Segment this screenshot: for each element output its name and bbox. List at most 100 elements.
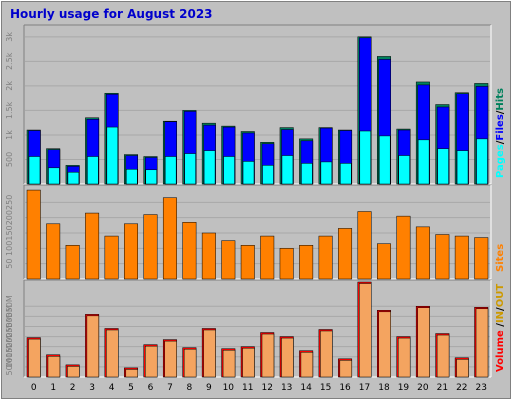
x-tick-label: 9 — [206, 383, 212, 393]
legend-sites: Sites — [495, 244, 506, 272]
bar-pages — [87, 156, 99, 185]
x-tick-label: 7 — [167, 383, 173, 393]
bar-volume-inner — [164, 340, 177, 378]
bar-sites — [435, 234, 450, 280]
x-tick-label: 23 — [476, 383, 487, 393]
legend-sites-group: Sites — [495, 244, 506, 272]
bar-volume-inner — [378, 311, 391, 378]
x-tick-label: 22 — [456, 383, 467, 393]
bar-pages — [379, 135, 391, 185]
bar-pages — [223, 156, 235, 185]
x-tick-label: 0 — [31, 383, 37, 393]
bar-pages — [145, 169, 157, 185]
bar-sites — [318, 235, 333, 280]
bar-sites — [454, 235, 469, 280]
bar-sites — [279, 248, 294, 280]
x-tick-label: 5 — [128, 383, 134, 393]
bar-pages — [301, 163, 313, 185]
bar-volume-inner — [28, 338, 41, 378]
bar-sites — [104, 235, 119, 280]
y-tick-label: 100 — [5, 241, 14, 256]
panel-hits-files-pages: 500 1k 1.5k 2k 2.5k 3k — [5, 24, 492, 185]
y-tick-label: 1k — [5, 130, 14, 140]
x-tick-label: 6 — [148, 383, 154, 393]
y-tick-label: 2.5k — [5, 52, 14, 70]
bar-sites — [357, 211, 372, 280]
bar-volume-inner — [203, 329, 216, 378]
bar-sites — [85, 212, 100, 280]
y-tick-label: 300M — [5, 305, 14, 327]
bar-pages — [320, 161, 333, 185]
bar-sites — [338, 228, 353, 280]
x-tick-label: 20 — [417, 383, 429, 393]
y-tick-label: 250 — [5, 195, 14, 210]
x-tick-label: 15 — [320, 383, 331, 393]
bar-volume-inner — [281, 337, 294, 378]
panel-background — [24, 280, 491, 377]
x-tick-label: 12 — [262, 383, 273, 393]
x-tick-label: 11 — [242, 383, 253, 393]
x-tick-label: 8 — [187, 383, 193, 393]
y-tick-label: 500 — [5, 152, 14, 167]
bar-volume-inner — [417, 307, 430, 378]
y-tick-label: 250M — [5, 315, 14, 337]
legend-volume: Volume — [495, 330, 506, 372]
legend-out: OUT — [495, 284, 506, 308]
legend-in: IN — [495, 311, 506, 323]
bar-sites — [240, 245, 255, 280]
bar-sites — [260, 235, 275, 280]
bar-pages — [437, 148, 449, 185]
x-tick-label: 13 — [281, 383, 292, 393]
y-tick-label: 1.5k — [5, 101, 14, 119]
x-tick-label: 18 — [378, 383, 390, 393]
bar-sites — [221, 240, 236, 280]
y-tick-label: 150M — [5, 335, 14, 357]
bar-pages — [242, 161, 255, 185]
bar-sites — [299, 245, 314, 280]
bar-pages — [281, 155, 294, 185]
bar-sites — [26, 189, 41, 280]
bar-volume-inner — [320, 330, 333, 378]
bar-sites — [124, 223, 138, 280]
legend-separator: / — [495, 140, 506, 144]
bar-volume-inner — [261, 333, 275, 378]
x-tick-label: 17 — [359, 383, 370, 393]
bar-pages — [48, 167, 60, 185]
x-tick-label: 1 — [50, 383, 56, 393]
x-tick-label: 14 — [300, 383, 312, 393]
bar-pages — [164, 156, 177, 185]
bar-volume-inner — [359, 283, 372, 378]
bar-volume-inner — [125, 369, 138, 378]
bar-pages — [359, 130, 371, 185]
bar-sites — [377, 243, 391, 280]
x-tick-label: 3 — [89, 383, 95, 393]
y-tick-label: 3k — [5, 32, 14, 42]
y-tick-label: 2k — [5, 81, 14, 91]
y-tick-label: 50M — [5, 358, 14, 375]
y-tick-label: 200 — [5, 210, 14, 225]
bar-volume-inner — [86, 315, 100, 378]
x-tick-label: 16 — [339, 383, 351, 393]
legend-hits: Hits — [495, 88, 506, 111]
y-tick-label: 50 — [5, 259, 14, 269]
bar-pages — [456, 150, 469, 185]
bar-volume-inner — [183, 348, 197, 378]
bar-sites — [182, 222, 197, 280]
bar-sites — [201, 232, 216, 280]
bar-sites — [46, 223, 61, 280]
bar-volume-inner — [222, 349, 236, 378]
bar-sites — [143, 214, 158, 280]
legend-hits-files-pages: Pages/Files/Hits — [495, 88, 506, 178]
bar-volume-inner — [436, 334, 450, 378]
bar-pages — [476, 138, 488, 185]
y-tick-label: 350M — [5, 295, 14, 317]
bar-volume-inner — [456, 359, 469, 378]
bar-volume-inner — [47, 356, 61, 378]
x-axis: 0 1 2 3 4 5 6 7 8 9 10 11 12 13 14 15 16 17 18 19 20 21 22 23 — [31, 383, 487, 393]
bar-pages — [106, 126, 119, 185]
